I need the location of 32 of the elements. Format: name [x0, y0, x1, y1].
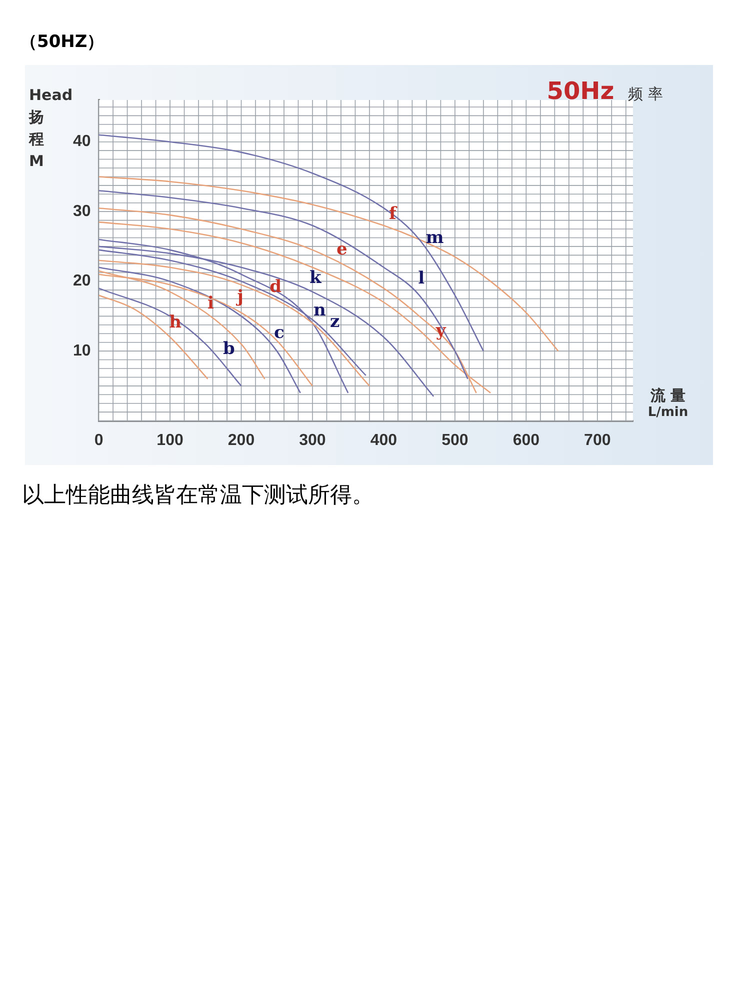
series-label: i [207, 293, 214, 314]
line-series [98, 294, 208, 380]
series-label: k [309, 268, 322, 288]
x-tick-label: 200 [228, 432, 255, 449]
y-tick-label: 30 [73, 202, 91, 220]
series-label: j [235, 287, 244, 308]
text: 以上性能曲线皆在常温下测试所得。 [22, 482, 374, 510]
y-axis-title: Head扬程M [28, 86, 73, 170]
line-series [98, 190, 468, 380]
line-series [98, 266, 302, 394]
series-label: m [426, 228, 444, 248]
x-axis-title: 流 量 L/min [648, 386, 688, 420]
chart-title: （50HZ） [20, 31, 104, 53]
line-series [98, 260, 370, 387]
x-tick-label: 700 [584, 432, 611, 449]
x-tick-label: 600 [512, 432, 540, 449]
x-tick-label: 500 [442, 432, 468, 449]
y-tick-label: 40 [73, 133, 91, 150]
annotation: 50Hz 频 率 [546, 77, 663, 105]
series-label: c [274, 322, 284, 343]
x-tick-label: 0 [94, 432, 104, 449]
x-tick-label: 100 [156, 432, 184, 449]
x-tick-label: 400 [370, 432, 398, 449]
line-series [98, 288, 242, 387]
series-label: e [336, 239, 348, 260]
series-label: l [418, 268, 426, 288]
series-label: n [314, 300, 326, 320]
y-tick-label: 10 [73, 342, 91, 360]
x-tick-label: 300 [299, 432, 326, 449]
y-tick-label: 20 [73, 272, 91, 290]
series-label: z [330, 312, 340, 332]
series-label: b [222, 339, 235, 360]
